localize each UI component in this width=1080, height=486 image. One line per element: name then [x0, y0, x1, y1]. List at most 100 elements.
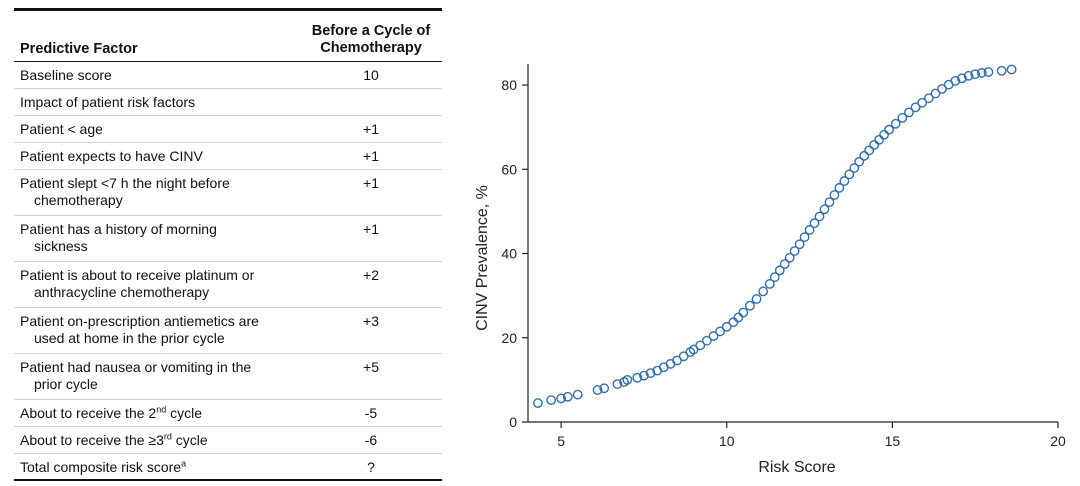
- table-row: Patient < age +1: [14, 116, 442, 143]
- data-point: [769, 272, 780, 283]
- table-row: Patient had nausea or vomiting in the pr…: [14, 354, 442, 400]
- data-point: [983, 67, 994, 77]
- y-tick-label: 20: [501, 330, 517, 346]
- data-point: [829, 190, 840, 200]
- chart-points: [533, 64, 1017, 408]
- table-row: Patient is about to receive platinum or …: [14, 262, 442, 308]
- row-value: -5: [364, 405, 378, 421]
- row-factor-superscript: nd: [156, 404, 167, 415]
- data-point: [533, 398, 543, 408]
- data-point: [715, 326, 726, 337]
- data-point: [645, 368, 656, 379]
- row-value: ?: [367, 459, 375, 475]
- table-row: Patient on-prescription antiemetics are …: [14, 308, 442, 354]
- data-point: [784, 252, 795, 263]
- row-factor-line1: Patient on-prescription antiemetics are: [20, 313, 259, 329]
- y-axis-title: CINV Prevalence, %: [474, 185, 491, 331]
- row-factor-superscript: rd: [163, 431, 172, 442]
- row-factor-text: About to receive the 2: [20, 405, 157, 421]
- data-point: [814, 211, 825, 222]
- data-point: [917, 97, 928, 108]
- data-point: [622, 374, 633, 385]
- data-point: [923, 93, 934, 104]
- table-row: Patient has a history of morning sicknes…: [14, 216, 442, 262]
- header-predictive-factor: Predictive Factor: [20, 41, 138, 57]
- table-row: Total composite risk scorea ?: [14, 454, 442, 481]
- data-point: [970, 69, 981, 80]
- cinv-prevalence-scatter-chart: 5 10 15 20 0 20 40 60 80 Risk Score CINV Prevale…: [474, 64, 1066, 476]
- row-factor-line1: Patient slept <7 h the night before: [20, 175, 230, 191]
- row-factor: Baseline score: [20, 67, 112, 83]
- row-factor-text-end: cycle: [171, 432, 208, 448]
- data-point: [869, 139, 880, 150]
- row-factor-text: About to receive the ≥3: [20, 432, 164, 448]
- row-factor-line2: used at home in the prior cycle: [34, 330, 225, 346]
- row-value: +1: [363, 221, 379, 237]
- data-point: [612, 379, 623, 389]
- row-factor: Patient is about to receive platinum or …: [14, 267, 300, 301]
- table-row: Baseline score 10: [14, 62, 442, 89]
- data-point: [572, 389, 583, 400]
- data-point: [996, 65, 1007, 76]
- data-point: [733, 312, 744, 323]
- data-point: [708, 331, 719, 341]
- y-tick-label: 40: [501, 246, 517, 262]
- data-point: [897, 113, 908, 123]
- data-point: [751, 294, 762, 304]
- row-value: +5: [363, 359, 379, 375]
- data-point: [849, 163, 860, 173]
- row-value: 10: [363, 67, 379, 83]
- data-point: [701, 335, 712, 346]
- data-point: [804, 225, 815, 235]
- data-point: [789, 246, 800, 256]
- row-factor-line2: chemotherapy: [34, 192, 123, 208]
- row-value: +1: [363, 175, 379, 191]
- row-factor: Patient has a history of morning sicknes…: [14, 221, 300, 255]
- x-tick-label: 10: [719, 433, 735, 449]
- data-point: [839, 176, 850, 186]
- row-value: +1: [363, 148, 379, 164]
- table-top-rule: [14, 8, 442, 11]
- row-factor-line1: Patient had nausea or vomiting in the: [20, 359, 252, 375]
- data-point: [556, 393, 567, 404]
- table-row: Patient slept <7 h the night before chem…: [14, 170, 442, 216]
- risk-factor-table: Predictive Factor Before a Cycle of Chem…: [14, 8, 442, 481]
- data-point: [963, 70, 974, 81]
- data-point: [562, 391, 573, 402]
- data-point: [546, 395, 557, 405]
- row-value: -6: [364, 432, 378, 448]
- data-point: [824, 197, 835, 208]
- row-factor-line2: anthracycline chemotherapy: [34, 284, 210, 300]
- data-point: [779, 259, 790, 269]
- data-point: [890, 118, 901, 129]
- data-point: [592, 385, 603, 395]
- data-point: [809, 218, 820, 229]
- data-point: [764, 278, 775, 289]
- data-point: [774, 265, 785, 276]
- row-factor: About to receive the ≥3rd cycle: [14, 432, 300, 449]
- row-factor-text-end: cycle: [166, 405, 203, 421]
- row-value: +2: [363, 267, 379, 283]
- data-point: [799, 232, 810, 243]
- data-point: [879, 129, 889, 140]
- table-row: About to receive the ≥3rd cycle -6: [14, 427, 442, 454]
- header-before-cycle-line2: Chemotherapy: [320, 40, 422, 56]
- row-factor: Patient < age: [20, 121, 103, 137]
- y-tick-label: 60: [501, 161, 517, 177]
- data-point: [950, 75, 961, 86]
- data-point: [721, 321, 732, 332]
- data-point: [695, 340, 706, 351]
- data-point: [632, 372, 643, 383]
- chart-axes: 5 10 15 20 0 20 40 60 80: [501, 64, 1066, 449]
- row-factor-line2: prior cycle: [34, 376, 98, 392]
- data-point: [1006, 64, 1017, 75]
- x-axis-title: Risk Score: [758, 459, 835, 476]
- data-point: [930, 88, 941, 99]
- data-point: [864, 145, 875, 156]
- row-factor-text: Total composite risk score: [20, 459, 182, 475]
- data-point: [976, 67, 987, 78]
- data-point: [738, 307, 749, 318]
- y-tick-label: 80: [501, 77, 517, 93]
- row-factor-line1: Patient is about to receive platinum or: [20, 267, 255, 283]
- data-point: [910, 102, 921, 113]
